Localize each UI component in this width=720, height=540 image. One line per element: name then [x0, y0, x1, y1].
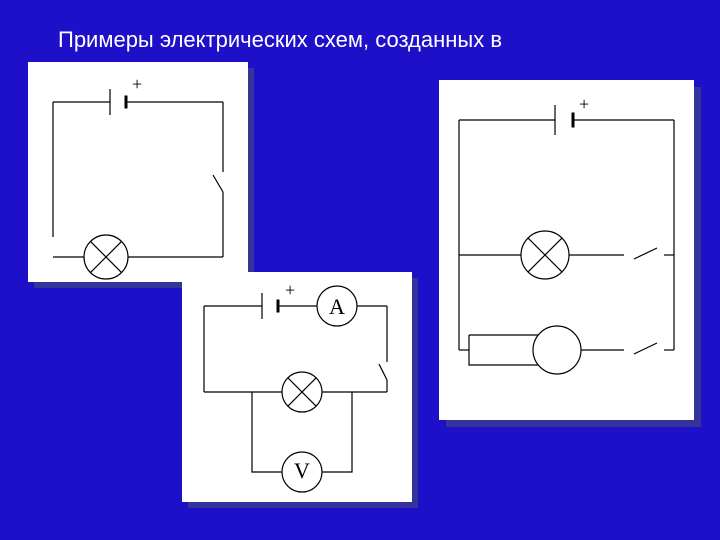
motor-icon: [533, 326, 581, 374]
wire: [322, 392, 352, 472]
circuit-1-svg: +: [28, 62, 248, 282]
circuit-3-svg: +: [439, 80, 694, 420]
circuit-2-svg: + A V: [182, 272, 412, 502]
circuit-2-panel: + A V: [182, 272, 412, 502]
wire: [252, 392, 282, 472]
label: A: [329, 294, 345, 319]
slide: Примеры электрических схем, созданных в …: [0, 0, 720, 540]
wire: [213, 175, 223, 192]
wire: [634, 343, 657, 354]
label: +: [579, 94, 589, 114]
wire: [379, 364, 387, 380]
circuit-1-panel: +: [28, 62, 248, 282]
wire: [469, 335, 539, 365]
wire: [634, 248, 657, 259]
label: +: [285, 280, 295, 300]
label: +: [132, 74, 142, 94]
label: V: [294, 458, 310, 483]
circuit-3-panel: +: [439, 80, 694, 420]
